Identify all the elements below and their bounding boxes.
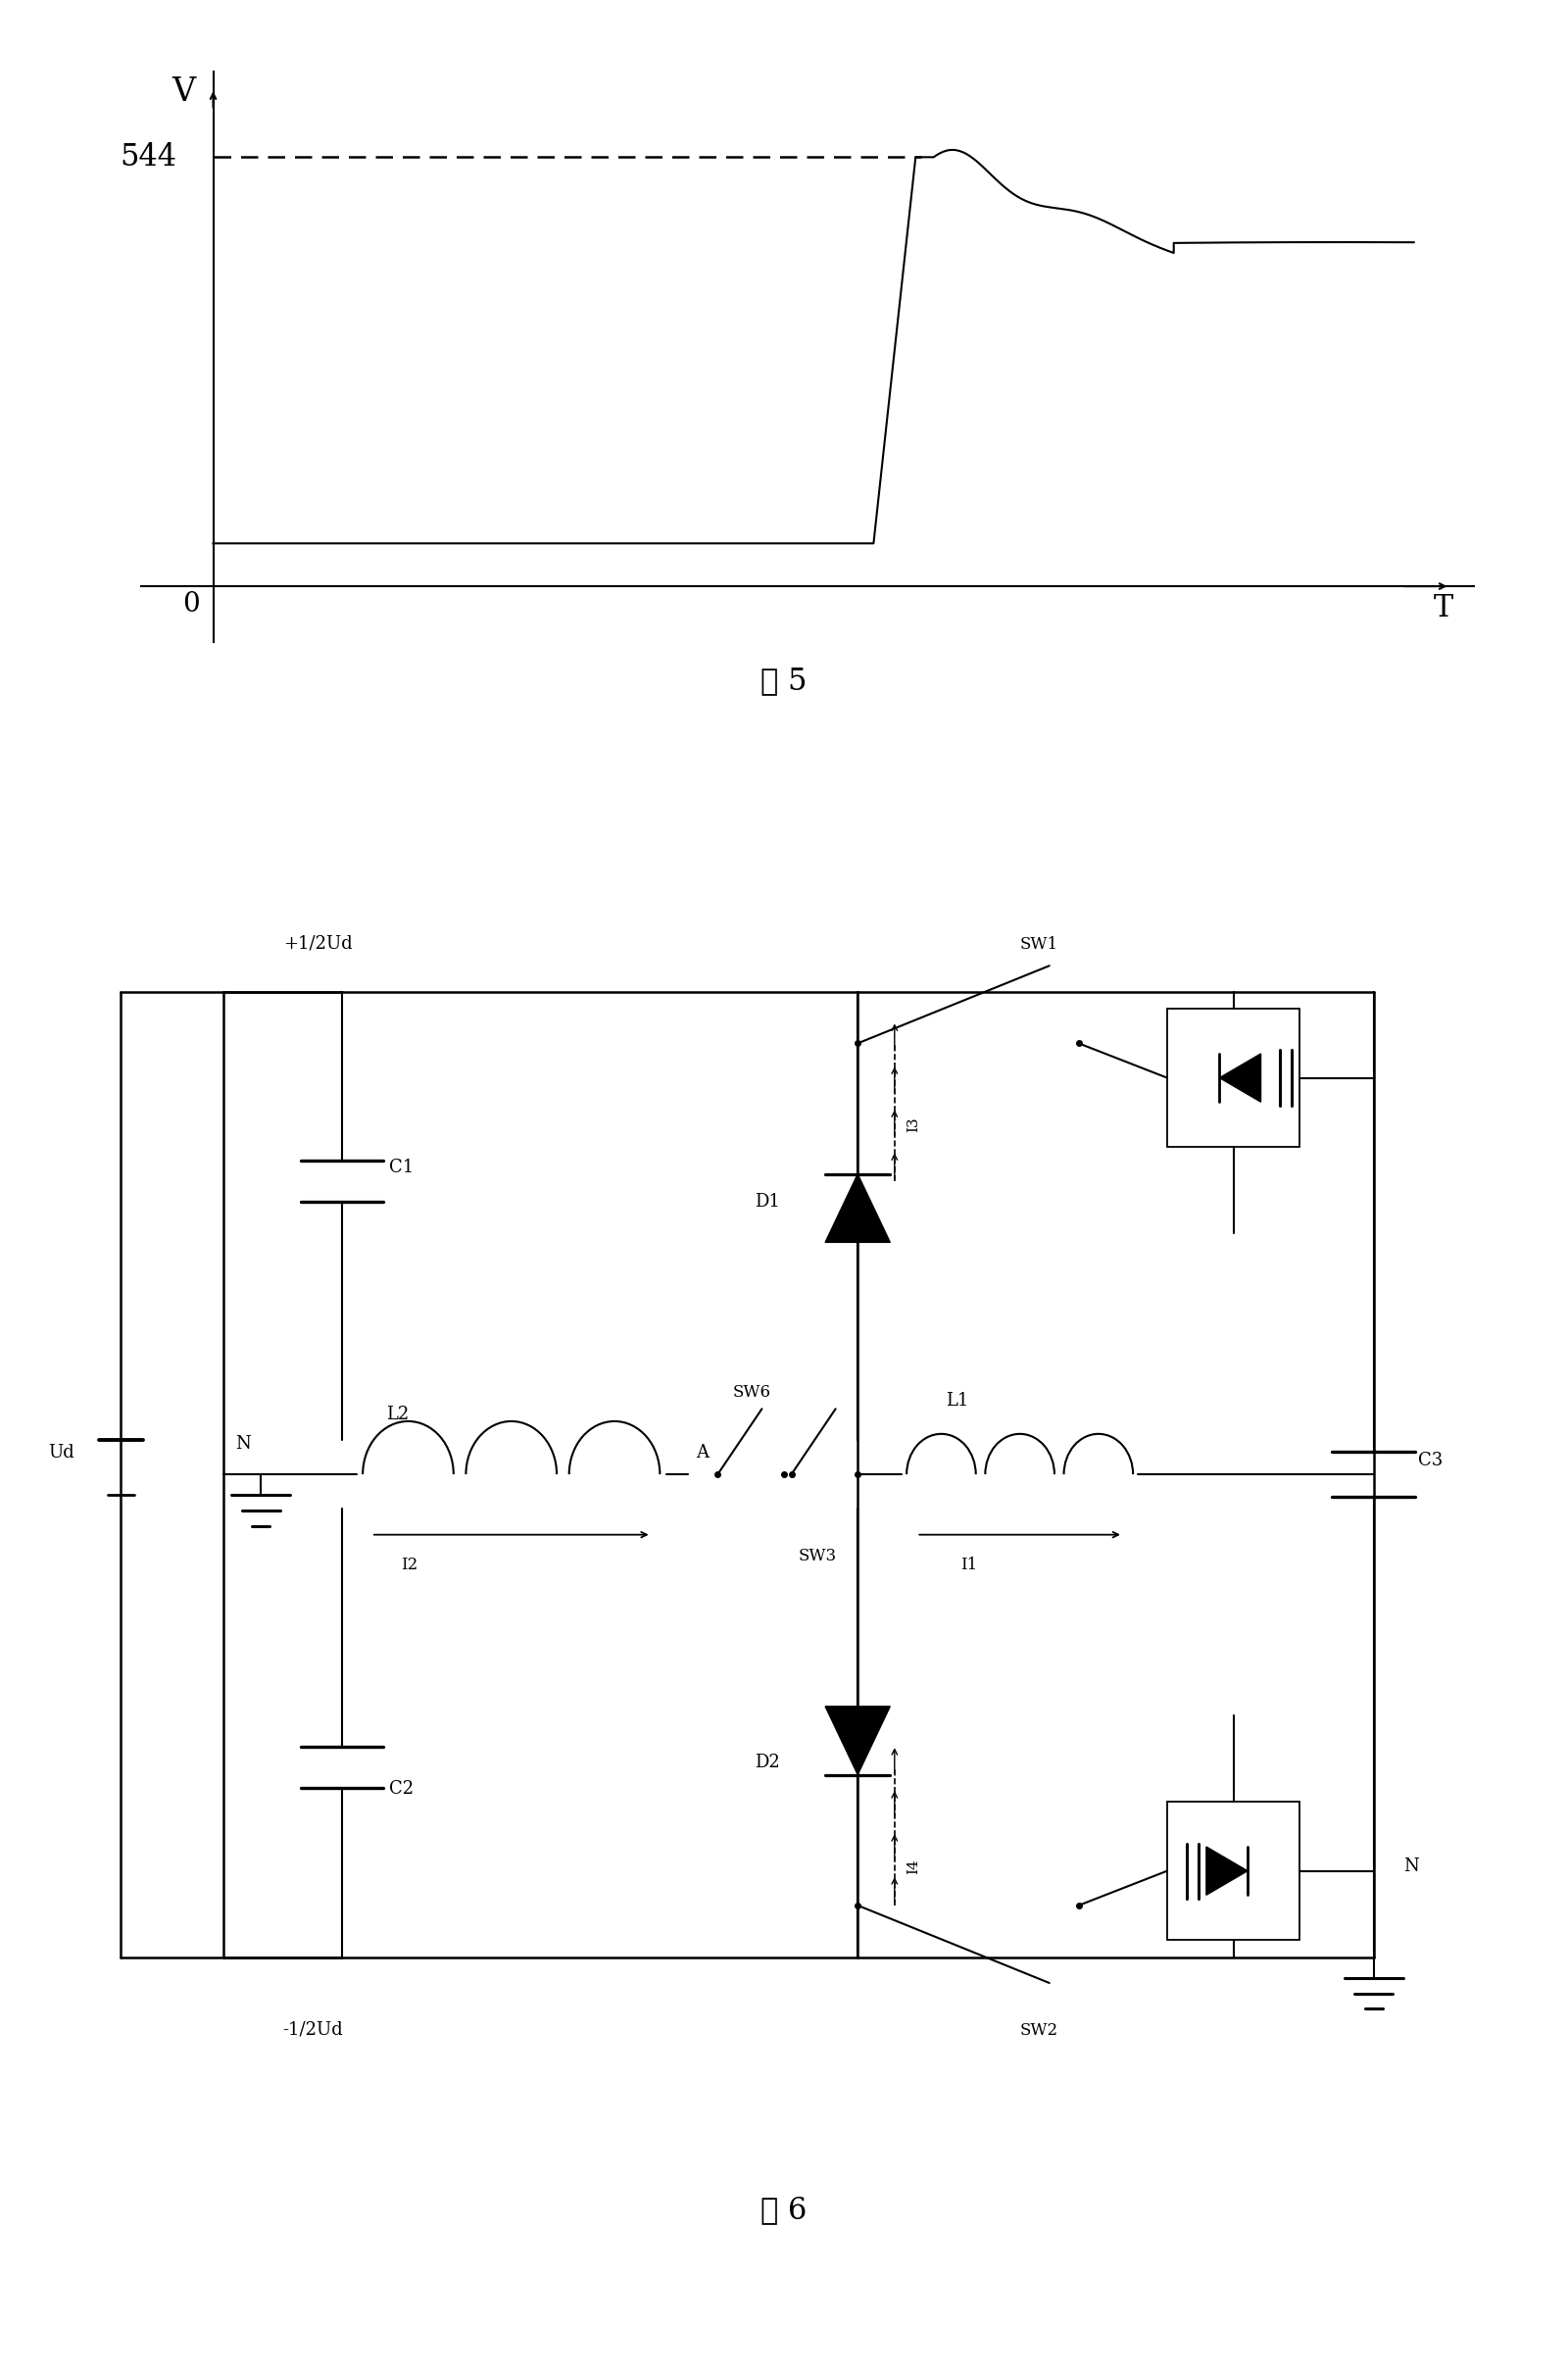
Text: 图 5: 图 5 bbox=[760, 666, 808, 697]
Text: C3: C3 bbox=[1417, 1453, 1443, 1470]
Text: 0: 0 bbox=[183, 592, 201, 618]
Text: C1: C1 bbox=[389, 1158, 414, 1177]
Text: D2: D2 bbox=[754, 1753, 779, 1772]
Text: L1: L1 bbox=[946, 1391, 969, 1410]
Text: I1: I1 bbox=[961, 1558, 978, 1574]
Polygon shape bbox=[825, 1707, 891, 1774]
Text: V: V bbox=[171, 76, 194, 109]
Text: SW6: SW6 bbox=[732, 1384, 770, 1401]
Text: I2: I2 bbox=[401, 1558, 417, 1574]
Text: A: A bbox=[696, 1443, 709, 1460]
Bar bbox=[1167, 1008, 1300, 1146]
Text: SW1: SW1 bbox=[1019, 937, 1058, 954]
Text: 544: 544 bbox=[121, 143, 177, 171]
Text: D1: D1 bbox=[754, 1194, 779, 1210]
Polygon shape bbox=[1206, 1848, 1248, 1895]
Polygon shape bbox=[825, 1175, 891, 1241]
Bar bbox=[1167, 1803, 1300, 1940]
Text: +1/2Ud: +1/2Ud bbox=[282, 935, 353, 954]
Text: T: T bbox=[1435, 592, 1454, 623]
Text: -1/2Ud: -1/2Ud bbox=[282, 2021, 343, 2038]
Text: C2: C2 bbox=[389, 1779, 414, 1798]
Text: L2: L2 bbox=[386, 1405, 409, 1422]
Text: 图 6: 图 6 bbox=[760, 2195, 808, 2226]
Text: N: N bbox=[1403, 1857, 1419, 1874]
Text: SW3: SW3 bbox=[798, 1548, 837, 1565]
Text: I3: I3 bbox=[906, 1118, 920, 1132]
Text: Ud: Ud bbox=[49, 1443, 75, 1460]
Text: N: N bbox=[235, 1434, 251, 1453]
Polygon shape bbox=[1220, 1053, 1261, 1101]
Text: SW2: SW2 bbox=[1019, 2021, 1058, 2038]
Text: I4: I4 bbox=[906, 1857, 920, 1874]
